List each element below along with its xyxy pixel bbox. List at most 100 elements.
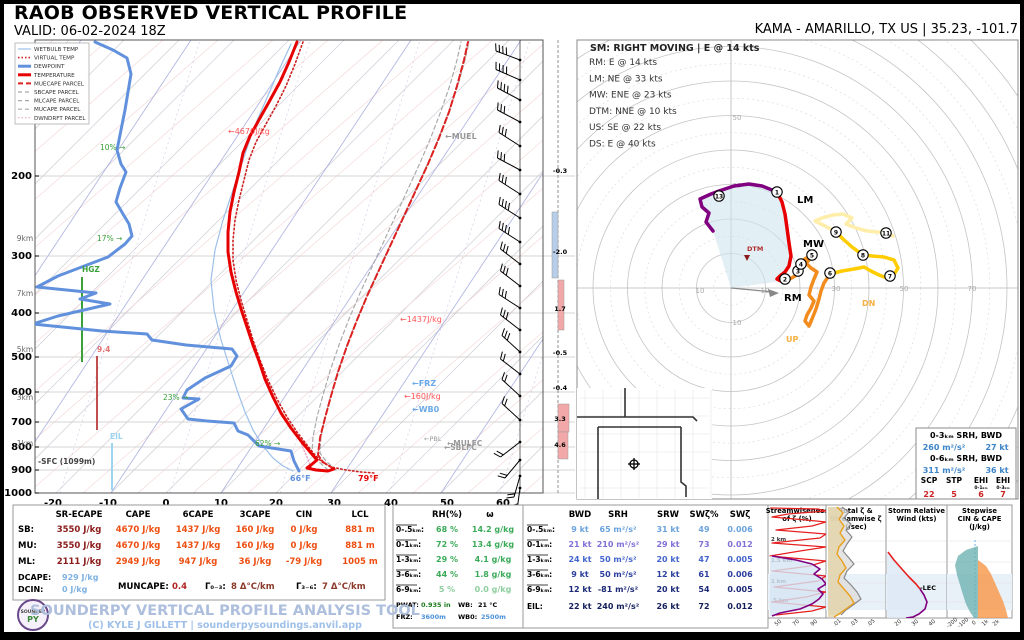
mixing-ratio-value: 13.4 g/kg	[472, 540, 514, 549]
panel-height-label: 2 km	[771, 537, 786, 543]
panel-title: Streamwiseness	[766, 507, 829, 515]
info-box	[915, 427, 1017, 500]
storm-motion-line: RM: E @ 14 kts	[589, 58, 657, 68]
station-location-crosshair	[628, 458, 640, 470]
table-row: 0-.5ₖₘ: 9 kt 65 m²/s² 31 kt 49 0.006	[527, 524, 753, 534]
dry-adiabat-line	[35, 40, 384, 344]
legend-item-label: TEMPERATURE	[33, 73, 75, 79]
hodograph-trace-gold	[828, 230, 900, 280]
advection-value: -2.0	[553, 248, 568, 256]
stats-cell: 160 J/kg	[236, 525, 275, 535]
table-row: 0-.5ₖₘ: 68 % 14.2 g/kg	[396, 524, 514, 534]
downdraft-parcel-trace	[298, 436, 314, 472]
panel-tick-label: 40	[928, 618, 938, 627]
pwat-value: 0.935 in	[421, 601, 451, 609]
ring-label: 30	[832, 285, 841, 293]
lapse-3-6-value: 7 Δ°C/km	[322, 582, 366, 592]
label: 8	[861, 252, 865, 259]
kinematics-cell: 54	[698, 585, 710, 594]
thermo-stats-box	[12, 504, 386, 601]
rh-row-label: 3-6ₖₘ:	[396, 570, 421, 579]
stats-cell: 2111 J/kg	[57, 557, 102, 567]
stats-row-label: ML:	[18, 557, 35, 567]
panel-tick-label: 2k	[992, 618, 1002, 627]
kinematics-cell: 9 kt	[571, 525, 589, 534]
height-label: 1km	[17, 439, 33, 448]
dcape-label: DCAPE:	[18, 573, 51, 582]
rh-value: 5 %	[439, 585, 455, 594]
dry-adiabat-line	[192, 187, 543, 493]
table-row: 1-3ₖₘ: 24 kt 50 m²/s² 20 kt 47 0.005	[527, 554, 753, 564]
skewt-legend: WETBULB TEMP VIRTUAL TEMP DEWPOINT TEMPERAT…	[14, 42, 90, 125]
rh-row-label: 0-1ₖₘ:	[396, 540, 421, 549]
panel-tick-label: 50	[774, 618, 784, 627]
srh-bwd-0-6-label: 0-6ₖₘ SRH, BWD	[930, 454, 1002, 463]
bwd-0-3-value: 27 kt	[985, 443, 1008, 452]
table-row: EIL: 22 kt 240 m²/s² 26 kt 72 0.012	[527, 602, 753, 611]
virtual-temp-trace	[232, 41, 375, 474]
wind-barb	[501, 328, 522, 354]
omega-column-header: ω	[486, 510, 494, 520]
wb0-value: 2500m	[481, 613, 506, 621]
panel-tick-label: .03	[849, 618, 860, 629]
muecape-parcel-trace	[317, 41, 469, 470]
stats-cell: 160 J/kg	[236, 541, 275, 551]
wind-barb	[497, 458, 522, 479]
kinematics-cell: 22 kt	[568, 602, 591, 611]
kinematics-cell: 24 kt	[568, 555, 591, 564]
temperature-tick-label: 10	[214, 498, 228, 509]
legend-item-label: MLCAPE PARCEL	[34, 99, 80, 105]
height-label: 5km	[17, 345, 33, 354]
dry-adiabat-line	[35, 43, 543, 488]
panel-tick-label: 90	[810, 618, 820, 627]
hodograph-label: RM	[784, 293, 802, 304]
legend-item-label: DWNDRFT PARCEL	[34, 116, 86, 122]
wind-barb	[506, 474, 522, 499]
panel-tick-label: 0	[971, 619, 978, 626]
moist-adiabat-line	[440, 338, 543, 493]
kinematics-cell: 240 m²/s²	[597, 602, 640, 611]
kinematics-cell: 49	[698, 525, 710, 534]
kinematics-cell: 12 kt	[568, 585, 591, 594]
label: PY	[27, 615, 39, 624]
legend-item-label: DEWPOINT	[34, 64, 65, 70]
index-header: STP	[946, 476, 963, 485]
isotherm-line	[35, 40, 180, 185]
temperature-advection-column: -0.3 -2.0 1.7 -0.5 -0.4 3.3 4.6	[542, 40, 570, 493]
advection-value: -0.3	[553, 167, 567, 175]
isotherm-line	[35, 40, 455, 460]
mixing-ratio-line	[169, 40, 311, 493]
advection-value: -0.4	[553, 384, 568, 392]
pressure-tick-label: 700	[11, 417, 32, 428]
dry-adiabat-line	[302, 283, 543, 493]
panel-tick-label: .01	[832, 618, 843, 628]
label: 2	[783, 276, 787, 283]
hodograph-km-marker: 13	[713, 190, 725, 202]
map-inset-background	[577, 388, 712, 499]
ring-label: 50	[733, 114, 742, 122]
label: 6	[828, 270, 832, 277]
skewt-annotation: ←MUEL	[445, 132, 477, 141]
wind-barb	[498, 172, 522, 196]
skewt-annotation: HGZ	[82, 265, 100, 274]
wb-value: 21 °C	[478, 601, 498, 609]
dewpoint-trace	[35, 40, 301, 473]
storm-motion-line: LM: NE @ 33 kts	[589, 74, 663, 84]
index-value: 22	[923, 490, 934, 499]
kinematics-row-label: 6-9ₖₘ:	[527, 585, 552, 594]
stats-cell: 1005 m	[342, 557, 378, 567]
index-sub-label: 0-1ₖₘ	[974, 485, 987, 491]
kinematics-cell: 31 kt	[656, 525, 679, 534]
hodograph-km-marker: 4	[795, 258, 807, 270]
rh-value: 72 %	[436, 540, 458, 549]
table-row: 6-9ₖₘ: 5 % 0.0 g/kg	[396, 584, 512, 594]
isotherm-line	[220, 170, 543, 493]
bottom-data-tables: SR-ECAPE CAPE 6CAPE 3CAPE CIN LCL SB: 3550 J/kg…	[12, 504, 769, 629]
pressure-tick-label: 1000	[4, 488, 32, 499]
bwd-0-6-value: 36 kt	[985, 466, 1008, 475]
kinematics-cell: 9 kt	[571, 570, 589, 579]
mixing-ratio-value: 1.8 g/kg	[475, 570, 512, 579]
stats-cell: 1437 J/kg	[176, 525, 221, 535]
